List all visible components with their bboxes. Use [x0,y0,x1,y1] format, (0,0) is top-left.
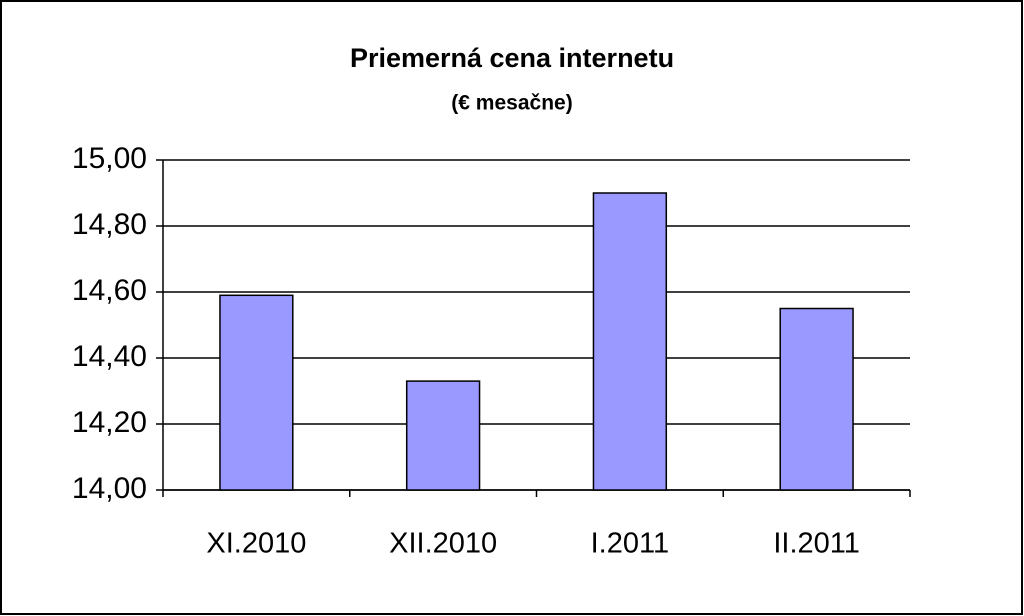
y-tick-label: 14,80 [72,208,147,241]
bar [592,192,668,491]
x-tick-label: XI.2010 [206,528,306,560]
y-tick-label: 14,40 [72,340,147,373]
bar [219,294,294,491]
chart-subtitle: (€ mesačne) [451,92,572,115]
chart-title: Priemerná cena internetu [350,43,674,73]
x-tick-label: II.2011 [773,528,860,560]
bar [779,307,854,491]
y-tick-label: 15,00 [72,142,147,175]
x-tick-label: I.2011 [591,528,669,560]
x-tick-label: XII.2010 [389,528,497,560]
y-tick-label: 14,00 [72,472,147,505]
y-tick-label: 14,60 [72,274,147,307]
y-tick-label: 14,20 [72,406,147,439]
bar [405,380,481,491]
